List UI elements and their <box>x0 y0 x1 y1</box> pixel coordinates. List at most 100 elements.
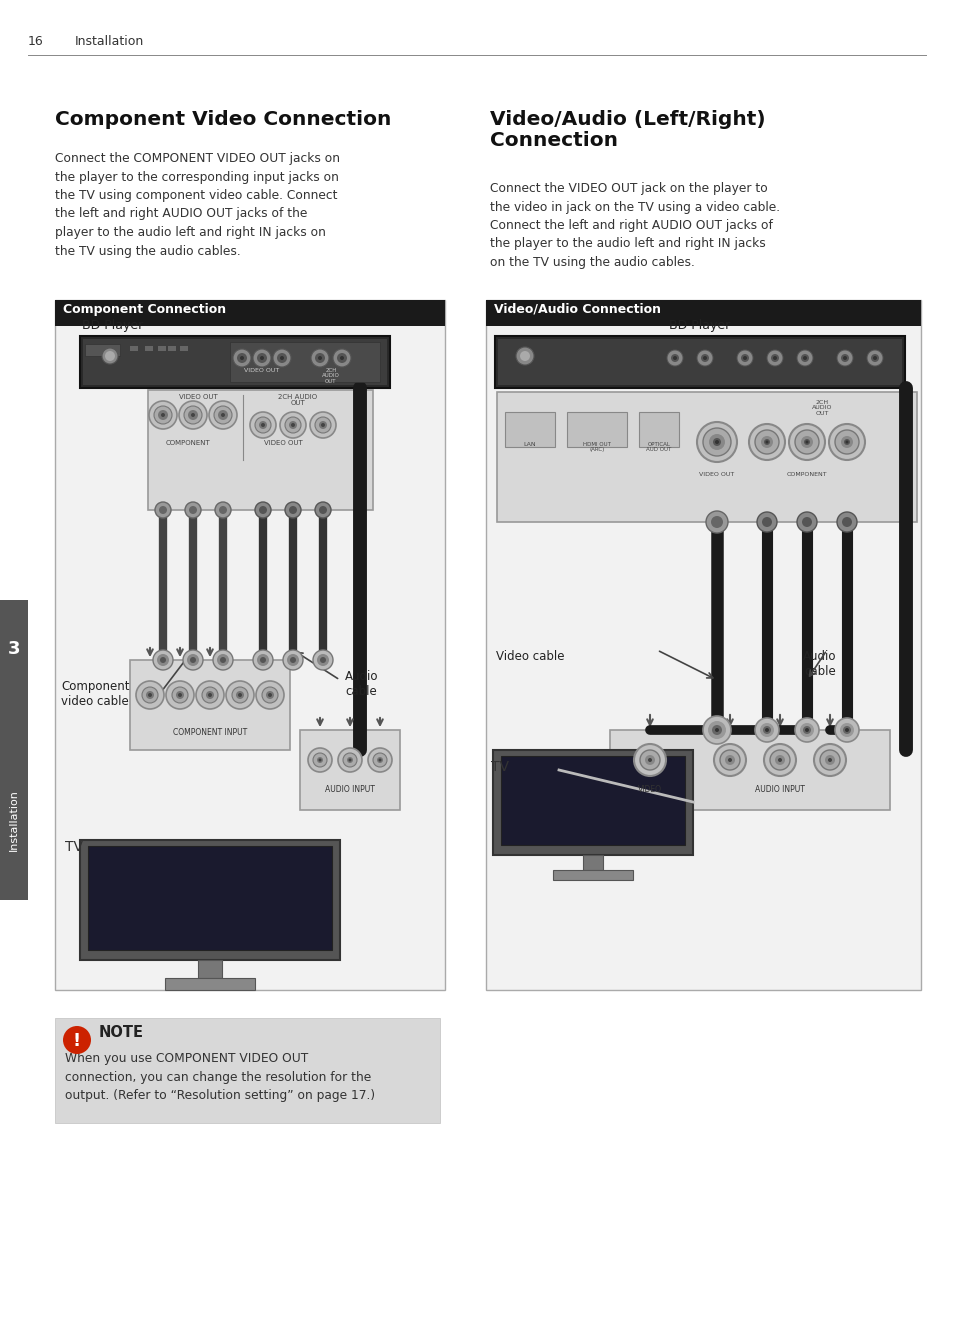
FancyBboxPatch shape <box>582 855 602 870</box>
Circle shape <box>824 755 834 766</box>
Circle shape <box>314 354 325 363</box>
Circle shape <box>276 354 287 363</box>
Circle shape <box>801 517 811 528</box>
Circle shape <box>310 412 335 439</box>
Circle shape <box>214 502 231 518</box>
Circle shape <box>711 726 721 735</box>
Circle shape <box>836 350 852 365</box>
Circle shape <box>191 413 194 417</box>
FancyBboxPatch shape <box>148 389 373 510</box>
Circle shape <box>737 350 752 365</box>
Circle shape <box>148 692 152 696</box>
Text: Video/Audio (Left/Right)
Connection: Video/Audio (Left/Right) Connection <box>490 110 765 150</box>
Circle shape <box>760 723 773 738</box>
Text: BD Player: BD Player <box>669 319 730 332</box>
FancyBboxPatch shape <box>0 599 28 900</box>
Circle shape <box>766 350 782 365</box>
Circle shape <box>190 657 195 663</box>
Circle shape <box>172 687 188 703</box>
Text: AUDIO INPUT: AUDIO INPUT <box>754 785 804 793</box>
Circle shape <box>796 512 816 532</box>
Circle shape <box>519 351 530 361</box>
Circle shape <box>316 758 323 763</box>
Circle shape <box>318 506 327 514</box>
Circle shape <box>378 759 381 762</box>
Circle shape <box>842 726 850 734</box>
Text: BD Player: BD Player <box>82 319 143 332</box>
Text: TV: TV <box>491 760 509 773</box>
Circle shape <box>708 435 724 451</box>
FancyBboxPatch shape <box>500 756 684 845</box>
Circle shape <box>754 718 779 742</box>
Circle shape <box>254 502 271 518</box>
Circle shape <box>240 356 244 360</box>
Circle shape <box>236 354 247 363</box>
Circle shape <box>319 657 326 663</box>
Circle shape <box>700 354 708 361</box>
Circle shape <box>159 506 167 514</box>
Circle shape <box>260 657 266 663</box>
Text: Video cable: Video cable <box>496 650 564 663</box>
Circle shape <box>260 356 264 360</box>
FancyBboxPatch shape <box>553 870 633 880</box>
Circle shape <box>801 436 812 448</box>
Circle shape <box>802 726 810 734</box>
Circle shape <box>154 502 171 518</box>
FancyBboxPatch shape <box>168 346 175 351</box>
Circle shape <box>764 728 768 732</box>
FancyBboxPatch shape <box>198 960 222 978</box>
Circle shape <box>289 421 296 429</box>
Circle shape <box>707 722 725 739</box>
Circle shape <box>220 657 226 663</box>
Circle shape <box>237 692 242 696</box>
Circle shape <box>697 423 737 462</box>
Circle shape <box>841 517 851 528</box>
Text: NOTE: NOTE <box>99 1025 144 1041</box>
Circle shape <box>337 748 361 772</box>
Circle shape <box>280 412 306 439</box>
Circle shape <box>754 431 779 455</box>
Text: COMPONENT INPUT: COMPONENT INPUT <box>172 728 247 738</box>
Text: HDMI OUT
(ARC): HDMI OUT (ARC) <box>582 443 610 452</box>
Text: !: ! <box>72 1033 81 1050</box>
Circle shape <box>233 350 251 367</box>
Circle shape <box>866 350 882 365</box>
Circle shape <box>179 401 207 429</box>
FancyBboxPatch shape <box>493 750 692 855</box>
Circle shape <box>769 750 789 769</box>
Text: TV: TV <box>65 840 83 855</box>
Circle shape <box>289 506 296 514</box>
Circle shape <box>142 687 158 703</box>
Circle shape <box>803 439 809 445</box>
Circle shape <box>800 723 813 738</box>
Text: Video/Audio Connection: Video/Audio Connection <box>494 303 660 316</box>
Circle shape <box>314 502 331 518</box>
Text: 2CH AUDIO
OUT: 2CH AUDIO OUT <box>278 393 317 407</box>
Text: VIDEO OUT: VIDEO OUT <box>244 368 279 373</box>
FancyBboxPatch shape <box>165 978 254 990</box>
Text: Component Video Connection: Component Video Connection <box>55 110 391 129</box>
Text: Component
video cable: Component video cable <box>61 680 130 708</box>
Circle shape <box>770 354 779 361</box>
Circle shape <box>666 350 682 365</box>
Circle shape <box>801 354 808 361</box>
Circle shape <box>764 440 768 444</box>
FancyBboxPatch shape <box>158 346 166 351</box>
Circle shape <box>841 436 852 448</box>
Circle shape <box>794 431 818 455</box>
Text: VIDEO OUT: VIDEO OUT <box>699 472 734 477</box>
Circle shape <box>834 431 858 455</box>
Circle shape <box>218 411 228 420</box>
Circle shape <box>343 754 356 767</box>
FancyBboxPatch shape <box>80 840 339 960</box>
Circle shape <box>258 421 267 429</box>
Text: VIDEO: VIDEO <box>638 785 661 793</box>
Circle shape <box>311 350 329 367</box>
Circle shape <box>262 687 277 703</box>
Circle shape <box>368 748 392 772</box>
Circle shape <box>788 424 824 460</box>
Circle shape <box>772 356 776 360</box>
FancyBboxPatch shape <box>83 339 387 385</box>
Circle shape <box>317 356 322 360</box>
Circle shape <box>714 728 719 732</box>
